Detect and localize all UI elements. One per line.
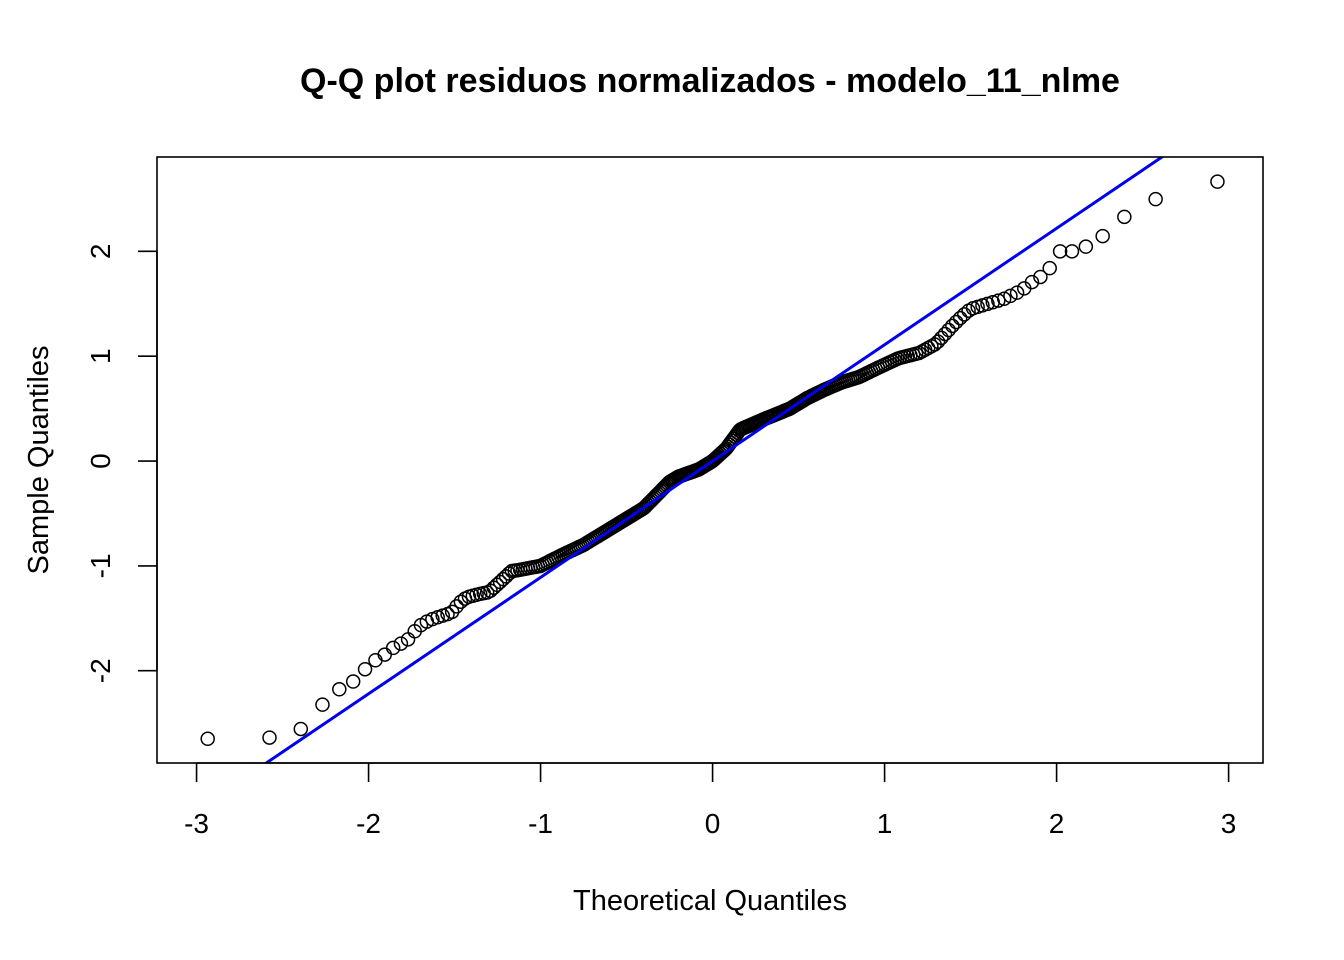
sample-point bbox=[1024, 274, 1040, 290]
chart-title: Q-Q plot residuos normalizados - modelo_… bbox=[300, 62, 1120, 100]
sample-point bbox=[345, 674, 361, 689]
sample-point bbox=[952, 310, 968, 326]
sample-point bbox=[1033, 269, 1048, 285]
sample-point bbox=[332, 682, 347, 697]
x-tick-label: 1 bbox=[877, 808, 893, 839]
sample-point bbox=[1003, 288, 1018, 304]
sample-point bbox=[200, 731, 215, 747]
sample-point bbox=[957, 307, 972, 322]
x-tick-label: -1 bbox=[528, 808, 553, 839]
sample-point bbox=[385, 640, 401, 656]
sample-point bbox=[1095, 228, 1110, 244]
sample-point bbox=[1042, 260, 1057, 276]
sample-point bbox=[1064, 244, 1080, 259]
sample-point bbox=[393, 636, 409, 651]
y-tick-label: 0 bbox=[85, 453, 116, 469]
y-axis: -2 -1 0 1 2 bbox=[85, 244, 158, 683]
sample-point bbox=[262, 730, 277, 745]
y-tick-label: -1 bbox=[85, 553, 116, 578]
x-tick-label: 0 bbox=[705, 808, 721, 839]
y-tick-label: 1 bbox=[85, 348, 116, 364]
y-tick-label: 2 bbox=[85, 244, 116, 260]
x-tick-label: 2 bbox=[1049, 808, 1065, 839]
x-axis: -3 -2 -1 0 1 2 3 bbox=[184, 762, 1237, 839]
sample-point bbox=[449, 599, 464, 614]
sample-point bbox=[453, 594, 469, 609]
x-tick-label: -3 bbox=[184, 808, 209, 839]
sample-point bbox=[1148, 191, 1163, 207]
sample-point bbox=[1078, 239, 1094, 254]
x-tick-label: 3 bbox=[1221, 808, 1237, 839]
sample-point bbox=[991, 293, 1006, 308]
sample-point bbox=[945, 318, 960, 334]
sample-point bbox=[315, 697, 330, 712]
sample-point bbox=[1052, 244, 1068, 259]
sample-point bbox=[941, 322, 956, 338]
x-axis-title: Theoretical Quantiles bbox=[573, 885, 847, 917]
sample-point bbox=[1009, 285, 1025, 300]
y-tick-label: -2 bbox=[85, 658, 116, 683]
sample-point bbox=[377, 647, 393, 662]
sample-point bbox=[368, 653, 383, 668]
sample-point bbox=[293, 721, 309, 737]
qq-reference-line bbox=[263, 157, 1165, 763]
plot-area bbox=[200, 157, 1225, 763]
sample-point bbox=[1117, 209, 1132, 225]
x-tick-label: -2 bbox=[356, 808, 381, 839]
sample-point bbox=[934, 330, 949, 346]
sample-point bbox=[357, 661, 373, 677]
sample-point bbox=[948, 314, 964, 330]
sample-point bbox=[937, 326, 953, 342]
sample-point bbox=[1210, 174, 1225, 189]
y-axis-title: Sample Quantiles bbox=[23, 346, 55, 575]
